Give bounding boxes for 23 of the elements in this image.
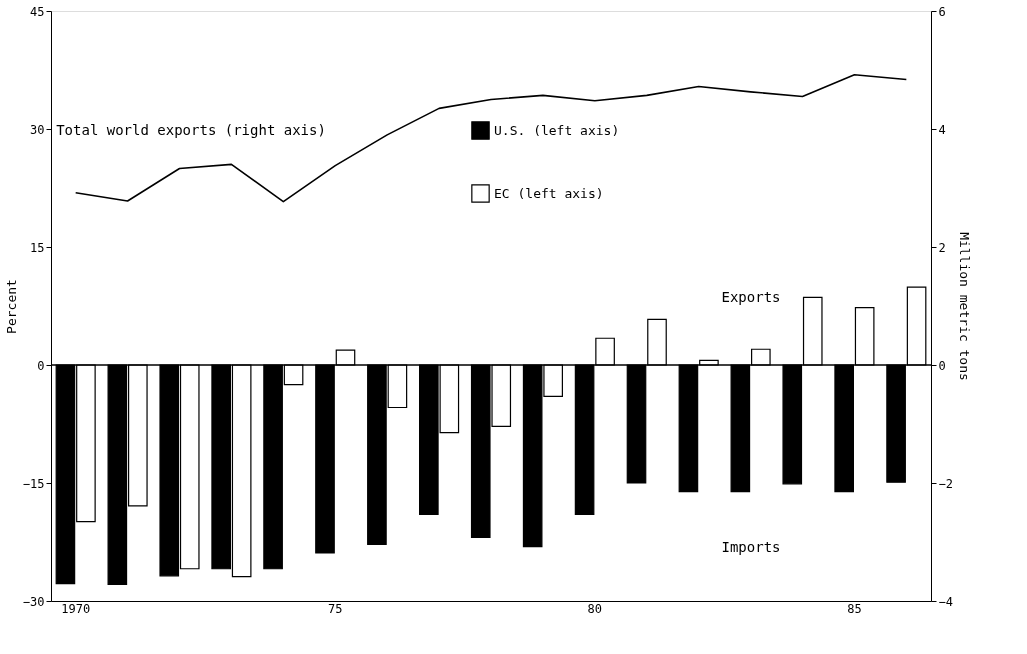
legend-label: U.S. (left axis)	[494, 122, 620, 138]
y-tick-label: 30	[30, 122, 45, 137]
annotation: Exports	[721, 289, 781, 305]
y-axis-title: Percent	[3, 279, 19, 334]
y-tick-label: −15	[22, 476, 45, 491]
y-tick-label: −30	[22, 594, 45, 609]
annotation: Imports	[721, 539, 781, 555]
y-tick-label: 45	[30, 4, 45, 19]
y2-axis-title: Million metric tons	[956, 232, 972, 381]
x-tick-label: 1970	[61, 601, 91, 616]
y-tick-label: 0	[37, 358, 45, 373]
y2-tick-label: 2	[938, 240, 946, 255]
y-tick-label: 15	[30, 240, 45, 255]
legend-label: EC (left axis)	[494, 185, 604, 201]
y2-tick-label: 0	[938, 358, 946, 373]
text: Total world exports (right axis)	[56, 121, 326, 138]
y2-tick-label: −2	[938, 476, 953, 491]
y2-tick-label: −4	[938, 594, 953, 609]
y2-tick-label: 4	[938, 122, 946, 137]
y2-tick-label: 6	[938, 4, 946, 19]
x-tick-label: 75	[328, 601, 343, 616]
x-tick-label: 85	[847, 601, 862, 616]
x-tick-label: 80	[587, 601, 603, 616]
